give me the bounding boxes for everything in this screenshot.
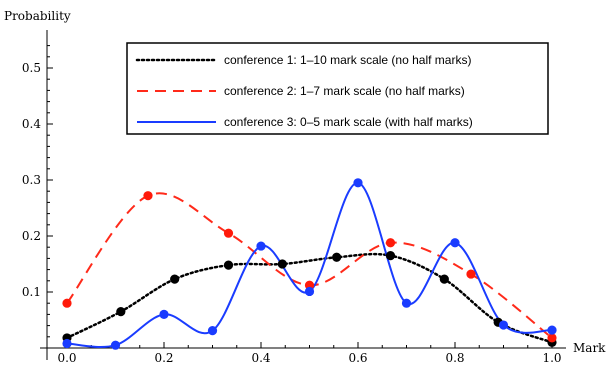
series-3-point bbox=[304, 286, 315, 297]
y-tick-label: 0.2 bbox=[22, 229, 41, 243]
series-3-point bbox=[401, 298, 412, 308]
series-1-point bbox=[385, 251, 396, 261]
x-tick-label: 0.0 bbox=[57, 351, 76, 365]
legend-box bbox=[126, 42, 549, 135]
series-1-point bbox=[223, 260, 234, 270]
series-3-point bbox=[353, 178, 363, 188]
series-3-point bbox=[450, 238, 460, 248]
y-axis-title: Probability bbox=[4, 9, 71, 23]
series-1-point bbox=[116, 307, 126, 317]
x-tick-label: 0.8 bbox=[445, 351, 464, 365]
series-3-point bbox=[62, 338, 72, 349]
series-2-point bbox=[547, 333, 557, 343]
series-3-line bbox=[66, 181, 553, 349]
y-tick-label: 0.5 bbox=[22, 61, 41, 75]
ticks: 0.0 0.2 0.4 0.6 0.8 1.0 0.1 0.2 0.3 0.4 0.5 bbox=[22, 45, 562, 365]
legend-entry: conference 3: 0–5 mark scale (with half … bbox=[224, 115, 473, 129]
y-tick-label: 0.4 bbox=[22, 117, 41, 131]
series-2-points bbox=[62, 191, 557, 343]
series-1-point bbox=[170, 274, 180, 284]
y-tick-label: 0.3 bbox=[22, 173, 41, 187]
series-2-line bbox=[66, 192, 553, 339]
x-tick-label: 0.2 bbox=[154, 351, 173, 365]
axes bbox=[40, 30, 566, 360]
series-1-point bbox=[332, 252, 342, 262]
series-1-point bbox=[277, 259, 287, 269]
legend-entry: conference 1: 1–10 mark scale (no half m… bbox=[224, 53, 471, 67]
series-3-point bbox=[498, 320, 509, 330]
series-2-point bbox=[466, 269, 476, 279]
x-axis-title: Mark bbox=[573, 341, 606, 355]
y-tick-label: 0.1 bbox=[22, 285, 41, 299]
legend-entry: conference 2: 1–7 mark scale (no half ma… bbox=[224, 84, 465, 98]
series-1-point bbox=[439, 274, 449, 284]
x-tick-label: 1.0 bbox=[542, 351, 561, 365]
series-3 bbox=[66, 181, 553, 349]
series-layer bbox=[62, 178, 557, 350]
series-1 bbox=[65, 252, 554, 344]
series-2-point bbox=[385, 238, 396, 248]
series-3-points bbox=[62, 178, 557, 350]
series-3-point bbox=[256, 241, 266, 251]
series-3-point bbox=[110, 340, 121, 350]
series-3-point bbox=[159, 309, 169, 319]
series-2 bbox=[66, 192, 553, 339]
x-tick-label: 0.4 bbox=[251, 351, 270, 365]
series-2-point bbox=[223, 228, 234, 238]
legend: conference 1: 1–10 mark scale (no half m… bbox=[126, 42, 549, 135]
series-3-point bbox=[547, 325, 557, 335]
series-2-point bbox=[62, 298, 72, 308]
series-3-point bbox=[207, 326, 218, 336]
x-tick-label: 0.6 bbox=[348, 351, 367, 365]
series-2-point bbox=[143, 191, 153, 201]
series-1-line bbox=[65, 252, 554, 344]
